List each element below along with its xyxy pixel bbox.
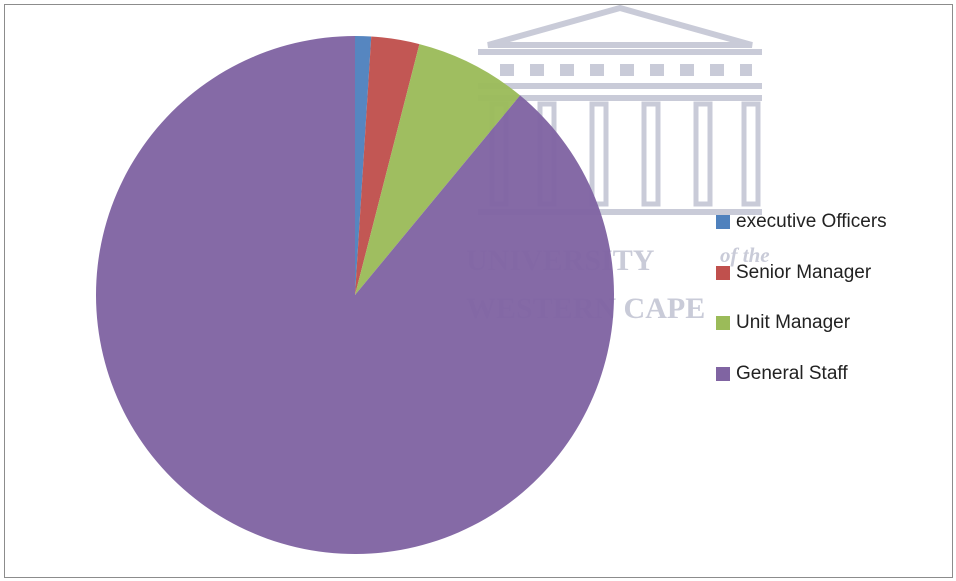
legend-swatch [716, 366, 730, 381]
legend-item: Senior Manager [716, 260, 948, 286]
legend-label: Unit Manager [736, 312, 851, 333]
legend-item: executive Officers [716, 209, 948, 235]
legend-label: Senior Manager [736, 261, 872, 283]
legend-swatch [716, 316, 730, 330]
legend-swatch [716, 265, 730, 280]
legend-item: General Staff [716, 361, 948, 387]
legend-swatch [716, 215, 730, 229]
pie-slice-general-staff [96, 36, 615, 554]
pie-slice-senior-manager [355, 36, 420, 295]
legend: executive Officers Senior Manager Unit Man… [716, 209, 948, 411]
pie-slice-executive-officers [355, 36, 372, 295]
legend-label: General Staff [736, 362, 848, 384]
legend-item: Unit Manager [716, 310, 948, 336]
pie-slice-unit-manager [355, 44, 521, 295]
legend-label: executive Officers [736, 211, 887, 232]
